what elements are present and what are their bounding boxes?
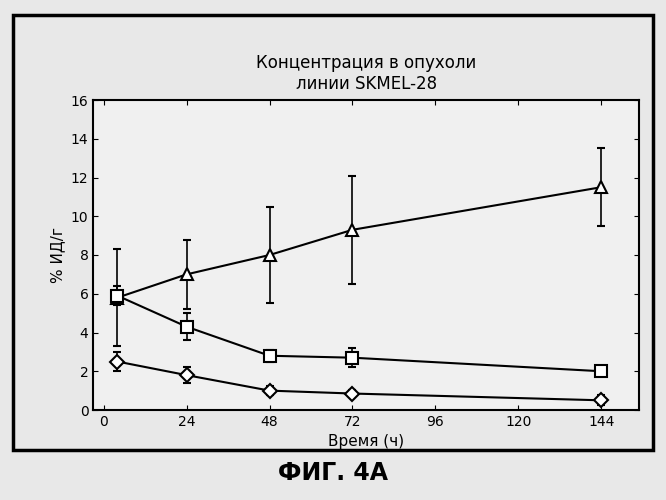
X-axis label: Время (ч): Время (ч) [328,434,404,450]
Text: ФИГ. 4А: ФИГ. 4А [278,461,388,485]
Title: Концентрация в опухоли
линии SKMEL-28: Концентрация в опухоли линии SKMEL-28 [256,54,476,93]
Y-axis label: % ИД/г: % ИД/г [50,227,65,283]
